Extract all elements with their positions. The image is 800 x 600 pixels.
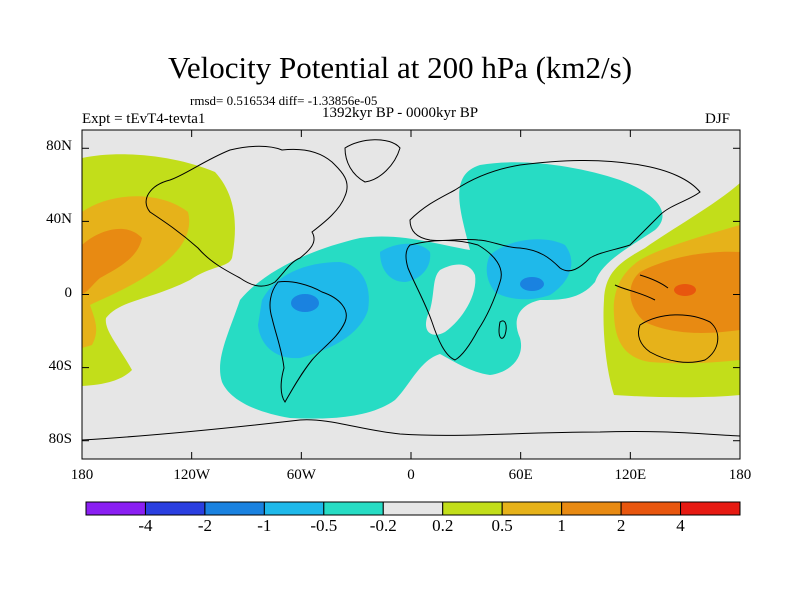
colorbar-label: 0.5 (491, 516, 513, 535)
colorbar-label: -2 (197, 516, 212, 535)
x-tick-label: 60W (286, 467, 316, 483)
contour-indian-neg1 (520, 277, 544, 291)
colorbar-box (263, 501, 325, 516)
colorbar-box (442, 501, 503, 516)
x-tick-label: 120E (614, 467, 647, 483)
axis-ticks (81, 130, 741, 459)
x-tick-label: 60E (508, 467, 533, 483)
experiment-label: Expt = tEvT4-tevta1 (82, 111, 206, 127)
colorbar-box (620, 501, 682, 516)
contour-africa-gap (425, 264, 476, 335)
contour-indian-neg0.5 (486, 239, 572, 300)
colorbar-box (680, 501, 741, 516)
colorbar-box (323, 501, 384, 516)
contour-westpacific-2 (674, 284, 696, 296)
colorbar-label: 0.2 (432, 516, 454, 535)
y-tick-label: 40N (46, 211, 72, 228)
contour-southamerica-neg1 (291, 294, 319, 312)
colorbar-box (382, 501, 444, 516)
colorbar-label: 1 (557, 516, 566, 535)
colorbar-box (501, 501, 563, 516)
colorbar-label: -0.2 (369, 516, 397, 535)
colorbar-label: -0.5 (310, 516, 338, 535)
colorbar-box (85, 501, 146, 516)
x-tick-label: 0 (407, 467, 415, 483)
period-label: 1392kyr BP - 0000kyr BP (322, 105, 479, 121)
y-tick-label: 0 (64, 284, 73, 301)
contour-pacific-east-1 (82, 228, 142, 294)
y-tick-label: 80N (46, 138, 72, 155)
colorbar-label: 4 (676, 516, 685, 535)
colorbar-label: -1 (257, 516, 272, 535)
x-tick-label: 180 (728, 467, 752, 483)
colorbar-box (204, 501, 265, 516)
x-tick-label: 120W (173, 467, 210, 483)
contour-atlantic-neg0.5 (380, 243, 431, 282)
colorbar-label: -4 (138, 516, 153, 535)
y-tick-label: 40S (48, 357, 72, 374)
colorbar (85, 501, 741, 516)
stats-text: rmsd= 0.516534 diff= -1.33856e-05 (190, 93, 378, 108)
y-tick-label: 80S (48, 430, 72, 447)
x-tick-label: 180 (70, 467, 94, 483)
colorbar-box (561, 501, 622, 516)
coastlines (82, 139, 740, 441)
colorbar-box (144, 501, 206, 516)
map-title: Velocity Potential at 200 hPa (km2/s) (167, 50, 633, 85)
season-label: DJF (705, 111, 731, 127)
colorbar-label: 2 (616, 516, 626, 535)
